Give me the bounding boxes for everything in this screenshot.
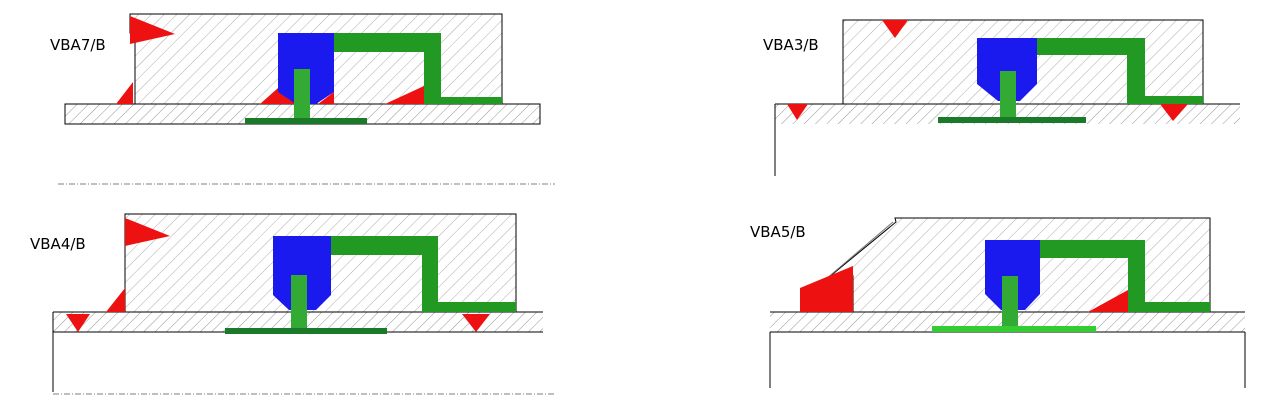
weld-fillet-right <box>1160 104 1188 121</box>
weld-fillet-left <box>787 104 808 120</box>
weld-fillet-center-right <box>318 92 334 104</box>
pipe-stem <box>294 69 310 119</box>
pipe-bend <box>331 236 516 312</box>
pipe-bend <box>334 33 502 104</box>
diagram-label: VBA7/B <box>50 36 106 54</box>
weld-fillet-base-left <box>66 314 90 332</box>
pipe-stem <box>291 275 307 330</box>
valve-body <box>977 38 1037 101</box>
weld-fillet-base-right <box>462 314 490 332</box>
pipe-stem <box>1002 276 1018 326</box>
diagram-vba4: VBA4/B <box>30 213 555 395</box>
diagram-vba3: VBA3/B <box>763 19 1240 176</box>
pipe-flange <box>938 117 1086 123</box>
pipe-flange <box>245 118 367 124</box>
diagram-vba7: VBA7/B <box>50 13 555 185</box>
diagram-vba5: VBA5/B <box>750 217 1246 388</box>
weld-fillet-right <box>385 86 424 104</box>
pipe-flange <box>225 328 387 334</box>
valve-body <box>278 33 334 104</box>
pipe-bend <box>1037 38 1203 104</box>
weld-fillet-top <box>125 218 170 246</box>
pipe-bend <box>1040 240 1210 312</box>
pipe-flange <box>932 326 1096 332</box>
pipe-stem <box>1000 71 1016 119</box>
diagram-label: VBA4/B <box>30 235 86 253</box>
weld-fillet-top <box>882 20 908 38</box>
weld-fillet-center <box>260 88 296 104</box>
weld-fillet-top <box>130 16 175 44</box>
diagram-label: VBA3/B <box>763 36 819 54</box>
valve-body <box>273 236 331 310</box>
weld-fillet-right <box>1088 290 1128 312</box>
weld-fillet-bevel <box>800 266 853 312</box>
weld-fillet-left <box>116 82 133 104</box>
weld-fillet-left <box>106 288 125 312</box>
diagram-label: VBA5/B <box>750 223 806 241</box>
valve-body <box>985 240 1040 310</box>
